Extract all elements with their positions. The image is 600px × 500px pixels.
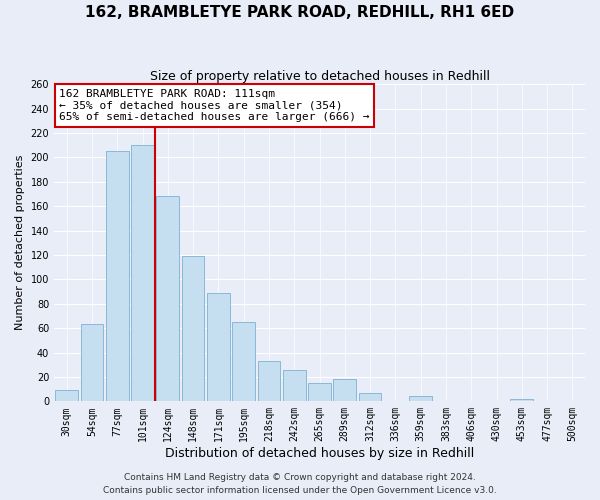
Bar xyxy=(308,383,331,402)
Bar xyxy=(409,396,432,402)
Text: Contains HM Land Registry data © Crown copyright and database right 2024.
Contai: Contains HM Land Registry data © Crown c… xyxy=(103,474,497,495)
Bar xyxy=(232,322,255,402)
Bar xyxy=(55,390,78,402)
Bar xyxy=(359,393,382,402)
Bar xyxy=(511,399,533,402)
Bar xyxy=(182,256,205,402)
Bar xyxy=(257,361,280,402)
Y-axis label: Number of detached properties: Number of detached properties xyxy=(15,155,25,330)
Bar xyxy=(207,293,230,402)
X-axis label: Distribution of detached houses by size in Redhill: Distribution of detached houses by size … xyxy=(165,447,474,460)
Bar xyxy=(157,196,179,402)
Bar xyxy=(106,152,128,402)
Title: Size of property relative to detached houses in Redhill: Size of property relative to detached ho… xyxy=(149,70,490,83)
Text: 162, BRAMBLETYE PARK ROAD, REDHILL, RH1 6ED: 162, BRAMBLETYE PARK ROAD, REDHILL, RH1 … xyxy=(85,5,515,20)
Bar xyxy=(334,380,356,402)
Bar xyxy=(80,324,103,402)
Text: 162 BRAMBLETYE PARK ROAD: 111sqm
← 35% of detached houses are smaller (354)
65% : 162 BRAMBLETYE PARK ROAD: 111sqm ← 35% o… xyxy=(59,89,370,122)
Bar xyxy=(283,370,305,402)
Bar xyxy=(131,145,154,402)
